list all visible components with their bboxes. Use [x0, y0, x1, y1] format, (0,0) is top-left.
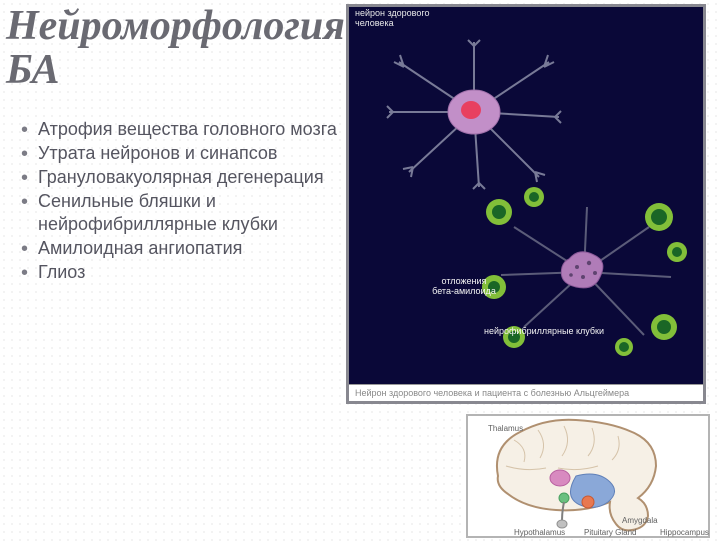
neuron-panel-caption: Нейрон здорового человека и пациента с б…: [349, 384, 703, 401]
label-text: нейрофибриллярные клубки: [484, 326, 604, 336]
slide-title: Нейроморфология БА: [6, 4, 345, 92]
bullet-item: Атрофия вещества головного мозга: [18, 118, 338, 141]
bullet-item: Утрата нейронов и синапсов: [18, 142, 338, 165]
title-line-2: БА: [6, 47, 60, 93]
caption-text: Нейрон здорового человека и пациента с б…: [355, 388, 629, 398]
neuron-illustration-panel: нейрон здоровогочеловека: [346, 4, 706, 404]
thalamus-label: Thalamus: [488, 424, 523, 433]
bullet-text: Грануловакуолярная дегенерация: [38, 167, 324, 187]
bullet-text: Глиоз: [38, 262, 85, 282]
bullet-text: Атрофия вещества головного мозга: [38, 119, 337, 139]
title-line-1: Нейроморфология: [6, 3, 345, 49]
brain-diagram-panel: Thalamus Amygdala Hypothalamus Pituitary…: [466, 414, 710, 538]
label-text: отложения: [442, 276, 487, 286]
tangles-label: нейрофибриллярные клубки: [459, 327, 629, 337]
bullet-item: Амилоидная ангиопатия: [18, 237, 338, 260]
amygdala-label: Amygdala: [622, 516, 658, 525]
healthy-neuron-label: нейрон здоровогочеловека: [355, 9, 429, 29]
healthy-neuron-svg: [379, 32, 569, 192]
label-text: бета-амилоида: [432, 286, 496, 296]
bullet-text: Утрата нейронов и синапсов: [38, 143, 277, 163]
bullet-text: Сенильные бляшки и нейрофибриллярные клу…: [38, 191, 278, 234]
bullet-text: Амилоидная ангиопатия: [38, 238, 242, 258]
bullet-list: Атрофия вещества головного мозга Утрата …: [18, 118, 338, 285]
label-text: нейрон здоровогочеловека: [355, 8, 429, 28]
pituitary-label: Pituitary Gland: [584, 528, 636, 537]
amyloid-label: отложения бета-амилоида: [409, 277, 519, 297]
brain-svg: [468, 416, 712, 540]
hypothalamus-label: Hypothalamus: [514, 528, 565, 537]
bullet-item: Сенильные бляшки и нейрофибриллярные клу…: [18, 190, 338, 236]
bullet-item: Глиоз: [18, 261, 338, 284]
bullet-item: Грануловакуолярная дегенерация: [18, 166, 338, 189]
hippocampus-label: Hippocampus: [660, 528, 709, 537]
